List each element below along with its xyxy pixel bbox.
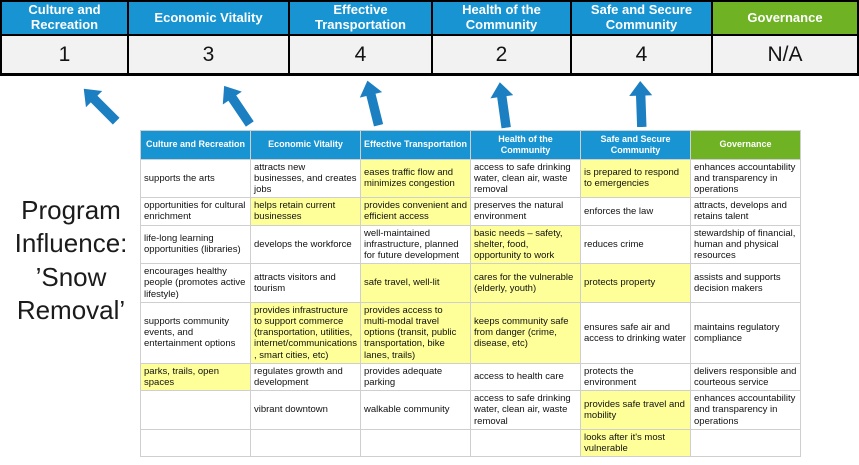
influence-matrix-table: Culture and Recreation Economic Vitality… <box>140 130 801 458</box>
scoreboard-header-health-of-the-community: Health of the Community <box>433 2 570 34</box>
scoreboard-score-culture-and-recreation: 1 <box>2 36 127 73</box>
matrix-cell: delivers responsible and courteous servi… <box>690 362 801 392</box>
matrix-cell: well-maintained infrastructure, planned … <box>360 224 471 265</box>
matrix-cell: supports the arts <box>140 158 251 199</box>
matrix-cell: stewardship of financial, human and phys… <box>690 224 801 265</box>
page-title-line: Removal’ <box>16 294 126 325</box>
page-title: Program Influence: ’Snow Removal’ <box>2 194 140 327</box>
matrix-cell: develops the workforce <box>250 224 361 265</box>
matrix-header-economic-vitality: Economic Vitality <box>250 130 361 160</box>
scoreboard-score-safe-and-secure-community: 4 <box>572 36 711 73</box>
matrix-cell: life-long learning opportunities (librar… <box>140 224 251 265</box>
matrix-header-row: Culture and Recreation Economic Vitality… <box>140 130 801 160</box>
matrix-cell: provides access to multi-modal travel op… <box>360 301 471 364</box>
matrix-cell: safe travel, well-lit <box>360 263 471 303</box>
matrix-cell: regulates growth and development <box>250 362 361 392</box>
matrix-cell: basic needs – safety, shelter, food, opp… <box>470 224 581 265</box>
matrix-cell: supports community events, and entertain… <box>140 301 251 364</box>
page-title-line: Influence: <box>14 228 128 259</box>
matrix-cell: ensures safe air and access to drinking … <box>580 301 691 364</box>
up-arrow-icon <box>625 80 657 128</box>
scoreboard-score-health-of-the-community: 2 <box>433 36 570 73</box>
table-row: supports the arts attracts new businesses… <box>140 158 801 199</box>
matrix-cell: preserves the natural environment <box>470 197 581 226</box>
matrix-cell: enhances accountability and transparency… <box>690 158 801 199</box>
table-row: opportunities for cultural enrichment hel… <box>140 197 801 226</box>
scoreboard-header-economic-vitality: Economic Vitality <box>129 2 288 34</box>
matrix-cell: parks, trails, open spaces <box>140 362 251 392</box>
matrix-cell: maintains regulatory compliance <box>690 301 801 364</box>
matrix-cell <box>140 390 251 430</box>
matrix-cell <box>690 428 801 458</box>
matrix-cell: vibrant downtown <box>250 390 361 430</box>
matrix-cell: provides convenient and efficient access <box>360 197 471 226</box>
matrix-cell: access to safe drinking water, clean air… <box>470 158 581 199</box>
table-row: supports community events, and entertain… <box>140 301 801 364</box>
matrix-cell: keeps community safe from danger (crime,… <box>470 301 581 364</box>
matrix-cell: enforces the law <box>580 197 691 226</box>
up-arrow-icon <box>73 78 127 132</box>
scoreboard-score-economic-vitality: 3 <box>129 36 288 73</box>
table-row: life-long learning opportunities (librar… <box>140 224 801 265</box>
table-row: parks, trails, open spaces regulates grow… <box>140 362 801 392</box>
matrix-cell <box>360 428 471 458</box>
matrix-cell: protects property <box>580 263 691 303</box>
scoreboard-header-safe-and-secure-community: Safe and Secure Community <box>572 2 711 34</box>
scoreboard-header-effective-transportation: Effective Transportation <box>290 2 431 34</box>
matrix-cell: looks after it's most vulnerable <box>580 428 691 458</box>
matrix-cell: access to safe drinking water, clean air… <box>470 390 581 430</box>
matrix-cell: attracts visitors and tourism <box>250 263 361 303</box>
page-title-line: Program <box>21 195 121 225</box>
matrix-cell: attracts new businesses, and creates job… <box>250 158 361 199</box>
matrix-cell <box>250 428 361 458</box>
up-arrow-icon <box>485 80 521 130</box>
table-row: vibrant downtown walkable community access… <box>140 390 801 430</box>
table-row: looks after it's most vulnerable <box>140 428 801 458</box>
up-arrow-icon <box>212 78 263 133</box>
matrix-cell: provides infrastructure to support comme… <box>250 301 361 364</box>
page-title-line: ’Snow <box>35 261 107 292</box>
scoreboard-score-effective-transportation: 4 <box>290 36 431 73</box>
matrix-header-safe-and-secure-community: Safe and Secure Community <box>580 130 691 160</box>
matrix-cell: enhances accountability and transparency… <box>690 390 801 430</box>
matrix-cell: eases traffic flow and minimizes congest… <box>360 158 471 199</box>
matrix-cell: helps retain current businesses <box>250 197 361 226</box>
matrix-header-health-of-the-community: Health of the Community <box>470 130 581 160</box>
matrix-cell: opportunities for cultural enrichment <box>140 197 251 226</box>
scoreboard-header-culture-and-recreation: Culture and Recreation <box>2 2 127 34</box>
matrix-cell: provides adequate parking <box>360 362 471 392</box>
matrix-header-governance: Governance <box>690 130 801 160</box>
matrix-header-effective-transportation: Effective Transportation <box>360 130 471 160</box>
matrix-cell: reduces crime <box>580 224 691 265</box>
scoreboard-score-governance: N/A <box>713 36 857 73</box>
matrix-cell: is prepared to respond to emergencies <box>580 158 691 199</box>
matrix-cell: provides safe travel and mobility <box>580 390 691 430</box>
matrix-cell: access to health care <box>470 362 581 392</box>
matrix-cell: walkable community <box>360 390 471 430</box>
matrix-cell <box>470 428 581 458</box>
scoreboard-header-governance: Governance <box>713 2 857 34</box>
scoreboard: Culture and Recreation Economic Vitality… <box>0 0 859 76</box>
matrix-cell <box>140 428 251 458</box>
matrix-cell: protects the environment <box>580 362 691 392</box>
up-arrow-icon <box>353 77 393 129</box>
matrix-cell: assists and supports decision makers <box>690 263 801 303</box>
matrix-cell: cares for the vulnerable (elderly, youth… <box>470 263 581 303</box>
matrix-cell: attracts, develops and retains talent <box>690 197 801 226</box>
influence-matrix: Culture and Recreation Economic Vitality… <box>140 130 801 458</box>
matrix-header-culture-and-recreation: Culture and Recreation <box>140 130 251 160</box>
table-row: encourages healthy people (promotes acti… <box>140 263 801 303</box>
matrix-cell: encourages healthy people (promotes acti… <box>140 263 251 303</box>
